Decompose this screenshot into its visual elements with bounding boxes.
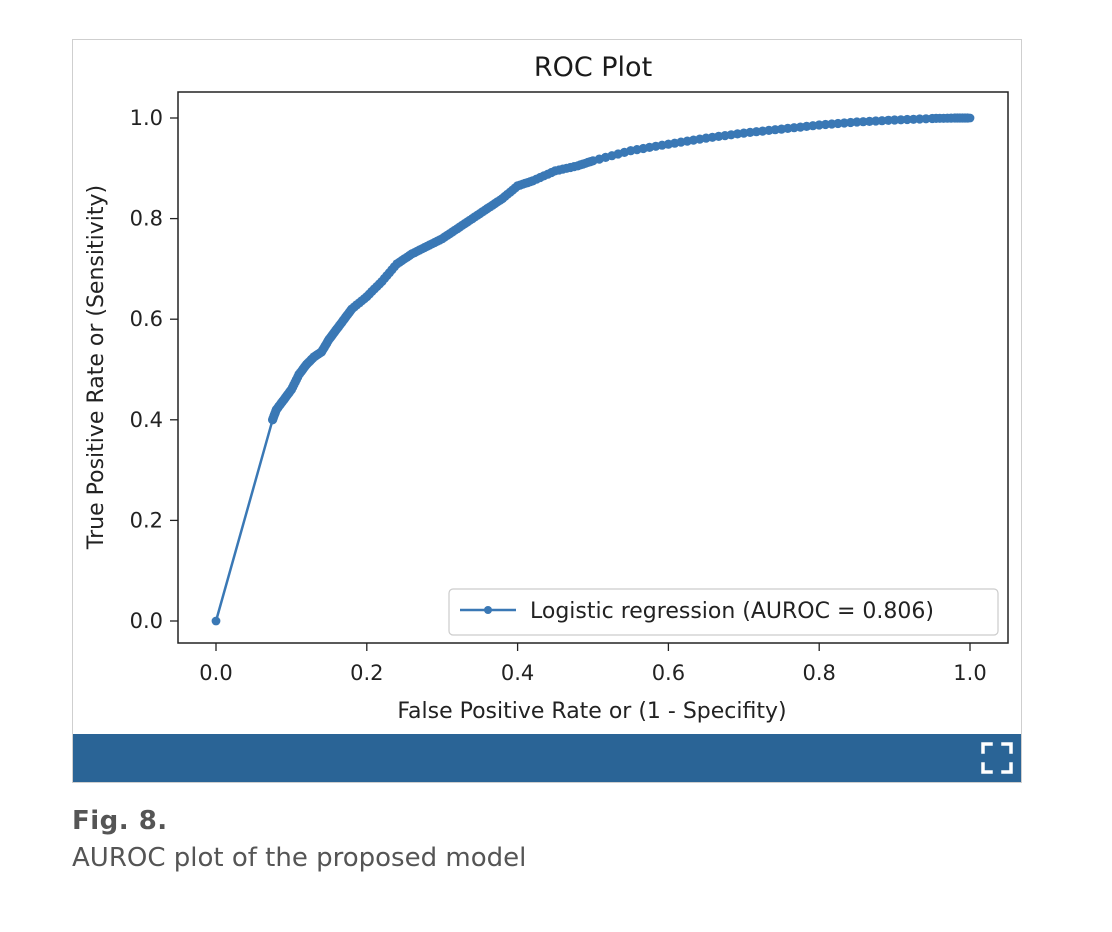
data-point	[437, 234, 447, 244]
data-point	[777, 124, 786, 134]
data-point	[588, 156, 598, 166]
data-point	[302, 360, 311, 369]
data-point	[550, 166, 560, 176]
data-point	[528, 176, 538, 186]
data-point	[347, 304, 357, 314]
figure-frame: ROC Plot 0.0 0.2 0.4 0.6 0.8 1.0 0.0 0.2 0.4 0.6…	[72, 39, 1022, 783]
x-tick-label: 0.0	[199, 661, 232, 685]
data-point	[664, 139, 673, 149]
data-point	[309, 352, 319, 362]
x-axis-ticks: 0.0 0.2 0.4 0.6 0.8 1.0	[199, 643, 987, 685]
legend-entry-label: Logistic regression (AUROC = 0.806)	[530, 599, 934, 624]
y-axis-label: True Positive Rate or (Sensitivity)	[84, 185, 109, 550]
data-point	[573, 161, 583, 171]
data-point	[392, 259, 402, 269]
legend: Logistic regression (AUROC = 0.806)	[448, 588, 999, 636]
data-point	[852, 117, 862, 127]
series-line	[214, 116, 970, 622]
data-point	[294, 370, 304, 379]
y-tick-label: 0.8	[130, 207, 163, 231]
y-axis-ticks: 0.0 0.2 0.4 0.6 0.8 1.0	[130, 106, 178, 633]
data-point	[701, 133, 711, 143]
x-tick-label: 0.8	[802, 661, 835, 685]
data-point	[468, 214, 477, 224]
roc-chart: ROC Plot 0.0 0.2 0.4 0.6 0.8 1.0 0.0 0.2 0.4 0.6…	[84, 52, 1009, 724]
data-point	[513, 181, 522, 191]
x-tick-label: 0.6	[652, 661, 685, 685]
data-point	[965, 113, 975, 123]
figure-caption: AUROC plot of the proposed model	[72, 843, 527, 873]
x-tick-label: 0.4	[501, 661, 534, 685]
data-point	[626, 146, 636, 156]
data-point	[279, 395, 289, 405]
data-point	[498, 194, 507, 203]
plot-area-border	[177, 91, 1009, 644]
chart-title: ROC Plot	[534, 52, 652, 83]
x-axis-label: False Positive Rate or (1 - Specifity)	[397, 699, 786, 724]
y-tick-label: 0.2	[130, 508, 163, 532]
data-point	[739, 128, 749, 138]
expand-icon	[981, 742, 1013, 774]
series-layer	[211, 113, 975, 626]
data-point	[422, 241, 432, 251]
data-point	[339, 314, 349, 324]
data-point	[362, 292, 372, 301]
y-tick-label: 1.0	[130, 106, 163, 130]
y-tick-label: 0.0	[130, 609, 163, 633]
legend-box	[448, 588, 999, 636]
figure-label: Fig. 8.	[72, 806, 168, 836]
series-marker-band	[268, 113, 973, 425]
expand-button[interactable]	[979, 740, 1015, 776]
data-point	[377, 277, 387, 286]
data-point	[271, 405, 281, 415]
data-point	[211, 616, 221, 626]
y-tick-label: 0.4	[130, 408, 163, 432]
data-point	[317, 347, 326, 357]
data-point	[407, 249, 417, 259]
data-point	[287, 385, 296, 394]
data-point	[927, 114, 937, 123]
x-tick-label: 0.2	[350, 661, 383, 685]
y-tick-label: 0.6	[130, 307, 163, 331]
data-point	[483, 204, 492, 213]
data-point	[452, 224, 462, 234]
data-point	[814, 120, 824, 130]
legend-marker-swatch	[484, 606, 492, 614]
figure-toolbar	[73, 734, 1021, 782]
data-point	[890, 115, 899, 125]
data-point	[332, 324, 341, 334]
x-tick-label: 1.0	[953, 661, 986, 685]
data-point	[950, 113, 960, 123]
data-point	[324, 334, 334, 344]
data-point	[268, 415, 277, 425]
